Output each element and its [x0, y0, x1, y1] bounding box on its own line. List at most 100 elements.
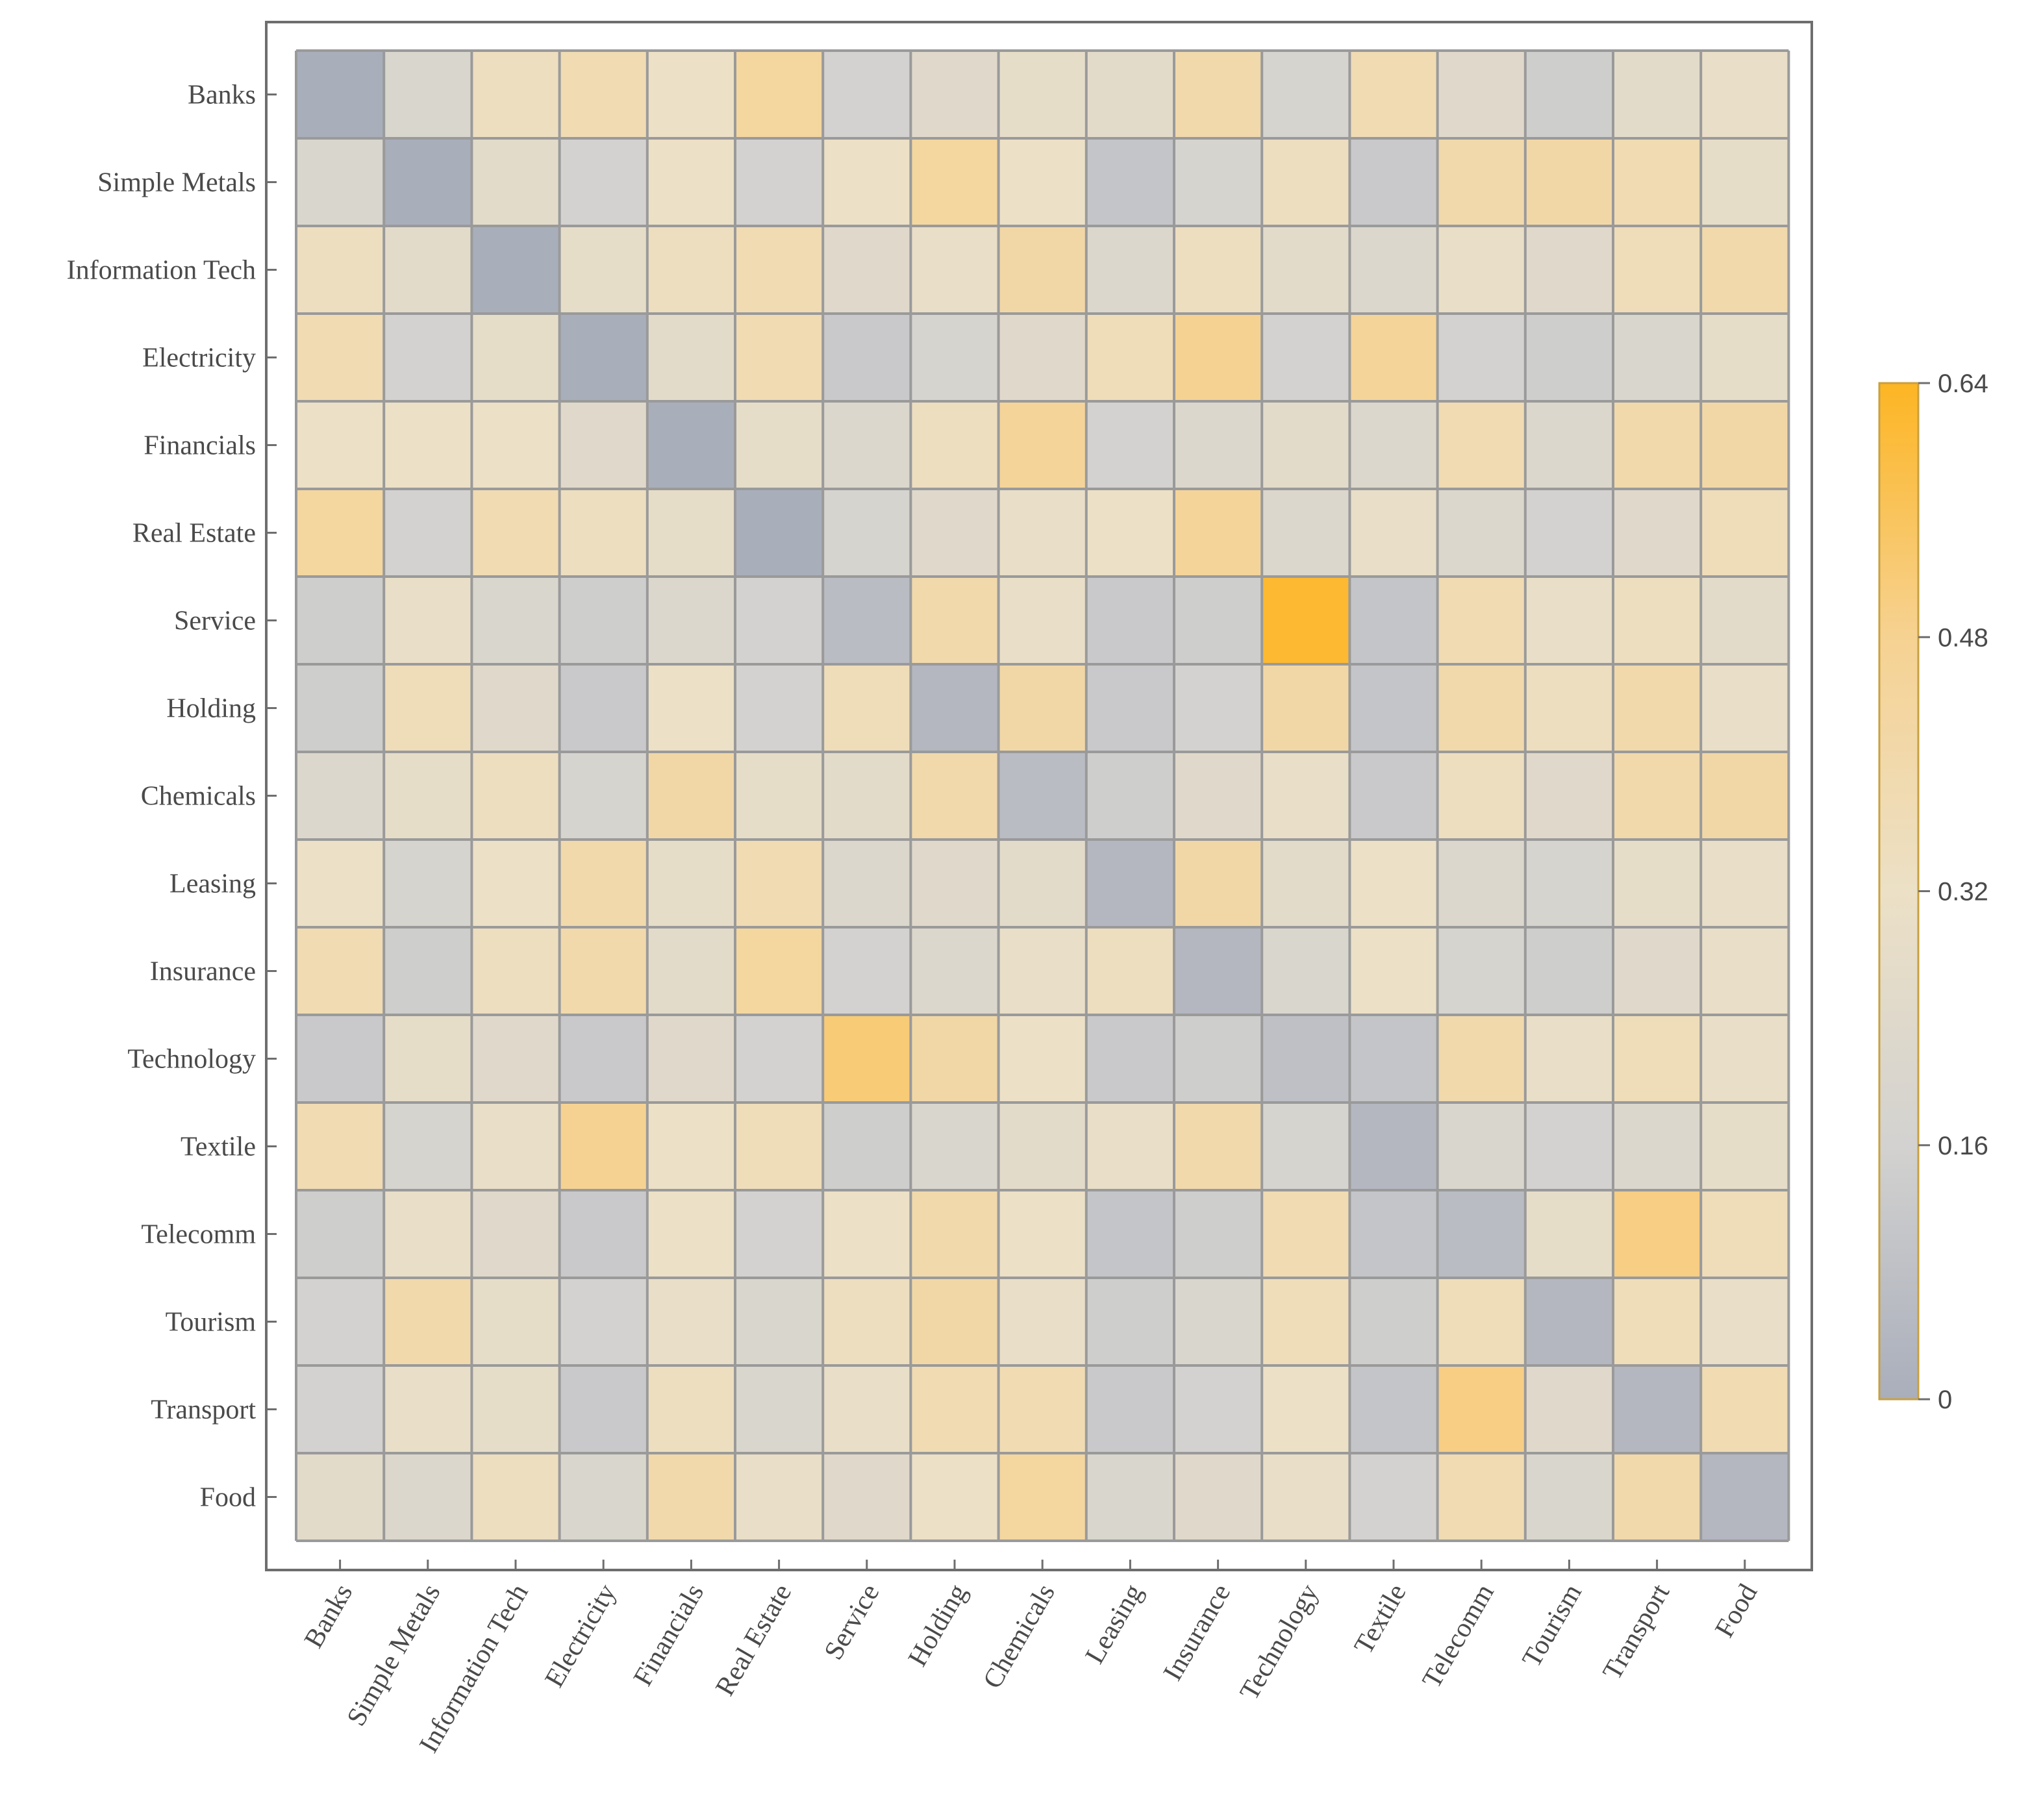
- heatmap-cell: [1701, 138, 1789, 226]
- heatmap-cell: [1525, 314, 1613, 401]
- x-tick-label: Holding: [903, 1579, 973, 1671]
- heatmap-cell: [1525, 1365, 1613, 1453]
- heatmap-cell: [1086, 1190, 1174, 1278]
- heatmap-cell: [647, 664, 735, 752]
- heatmap-cell: [823, 1365, 911, 1453]
- heatmap-cell: [823, 489, 911, 577]
- heatmap-cell: [559, 401, 647, 489]
- heatmap-cell: [1174, 1453, 1262, 1541]
- heatmap-cell: [735, 577, 823, 664]
- heatmap-cell: [384, 927, 472, 1015]
- heatmap-cell: [1262, 927, 1350, 1015]
- heatmap-cell: [296, 1190, 384, 1278]
- heatmap-cell: [1613, 1015, 1701, 1103]
- x-tick-label: Service: [819, 1579, 886, 1665]
- heatmap-cell: [1701, 927, 1789, 1015]
- heatmap-cell: [998, 1365, 1086, 1453]
- heatmap-cell: [1349, 1365, 1438, 1453]
- heatmap-cell: [647, 138, 735, 226]
- heatmap-cell: [735, 489, 823, 577]
- heatmap-cell: [471, 1103, 560, 1190]
- heatmap-cell: [1174, 314, 1262, 401]
- heatmap-cell: [296, 1365, 384, 1453]
- heatmap-cell: [471, 489, 560, 577]
- heatmap-cell: [1349, 752, 1438, 840]
- heatmap-cell: [998, 1190, 1086, 1278]
- heatmap-cell: [735, 752, 823, 840]
- heatmap-cell: [1525, 1103, 1613, 1190]
- heatmap-cell: [647, 752, 735, 840]
- y-axis: Banks Simple Metals Information Tech Electr…: [67, 81, 277, 1513]
- heatmap-cell: [471, 664, 560, 752]
- heatmap-cell: [910, 840, 999, 927]
- heatmap-cell: [384, 1365, 472, 1453]
- x-tick-label: Electricity: [540, 1579, 622, 1692]
- x-tick-label: Telecomm: [1417, 1579, 1500, 1693]
- heatmap-cell: [1525, 840, 1613, 927]
- heatmap-cell: [471, 226, 560, 314]
- heatmap-cell: [1701, 577, 1789, 664]
- heatmap-cell: [1613, 1190, 1701, 1278]
- heatmap-cell: [1613, 1103, 1701, 1190]
- heatmap-cell: [1086, 314, 1174, 401]
- colorbar-gradient: [1878, 382, 1920, 1401]
- heatmap-cell: [1613, 840, 1701, 927]
- heatmap-cell: [1349, 226, 1438, 314]
- heatmap-cell: [1701, 1453, 1789, 1541]
- heatmap-cell: [1701, 1103, 1789, 1190]
- heatmap-cell: [735, 840, 823, 927]
- heatmap-cell: [1086, 401, 1174, 489]
- y-tick-label: Leasing: [169, 869, 256, 899]
- heatmap-cell: [910, 1278, 999, 1365]
- heatmap-cell: [559, 1453, 647, 1541]
- heatmap-cell: [471, 1453, 560, 1541]
- heatmap-cell: [559, 840, 647, 927]
- heatmap-cell: [1525, 1278, 1613, 1365]
- heatmap-cell: [384, 401, 472, 489]
- heatmap-cell: [735, 1278, 823, 1365]
- heatmap-cell: [823, 577, 911, 664]
- heatmap-cell: [1437, 664, 1525, 752]
- heatmap-cell: [1437, 51, 1525, 138]
- heatmap-cell: [647, 840, 735, 927]
- heatmap-cell: [1174, 138, 1262, 226]
- heatmap-cell: [471, 314, 560, 401]
- heatmap-cell: [1086, 51, 1174, 138]
- heatmap-cell: [1262, 1278, 1350, 1365]
- heatmap-cell: [384, 840, 472, 927]
- heatmap-cell: [823, 1278, 911, 1365]
- heatmap-cell: [559, 927, 647, 1015]
- y-tick-label: Electricity: [142, 343, 256, 373]
- heatmap-cell: [1701, 1365, 1789, 1453]
- heatmap-cell: [1349, 489, 1438, 577]
- heatmap-cell: [735, 1453, 823, 1541]
- heatmap-cell: [735, 1365, 823, 1453]
- heatmap-cell: [998, 138, 1086, 226]
- heatmap-cell: [1174, 401, 1262, 489]
- heatmap-cell: [1174, 51, 1262, 138]
- heatmap-cell: [735, 1103, 823, 1190]
- heatmap-cell: [1437, 1278, 1525, 1365]
- heatmap-cell: [559, 1103, 647, 1190]
- heatmap-cell: [735, 1190, 823, 1278]
- heatmap-cell: [296, 577, 384, 664]
- heatmap-cell: [1086, 1453, 1174, 1541]
- heatmap-cell: [1613, 752, 1701, 840]
- heatmap-cell: [384, 752, 472, 840]
- heatmap-cell: [647, 401, 735, 489]
- heatmap-cell: [1701, 401, 1789, 489]
- x-tick-label: Financials: [628, 1579, 710, 1691]
- heatmap-cell: [1262, 577, 1350, 664]
- heatmap-cell: [1086, 1103, 1174, 1190]
- heatmap-cell: [384, 51, 472, 138]
- heatmap-cell: [647, 1278, 735, 1365]
- y-tick-label: Real Estate: [132, 519, 256, 549]
- heatmap-cell: [559, 1278, 647, 1365]
- heatmap-cell: [823, 1015, 911, 1103]
- heatmap-cell: [471, 1015, 560, 1103]
- heatmap-cell: [910, 1453, 999, 1541]
- heatmap-cell: [296, 1103, 384, 1190]
- heatmap-cell: [1262, 1103, 1350, 1190]
- heatmap-cell: [1525, 1015, 1613, 1103]
- heatmap-cell: [1437, 314, 1525, 401]
